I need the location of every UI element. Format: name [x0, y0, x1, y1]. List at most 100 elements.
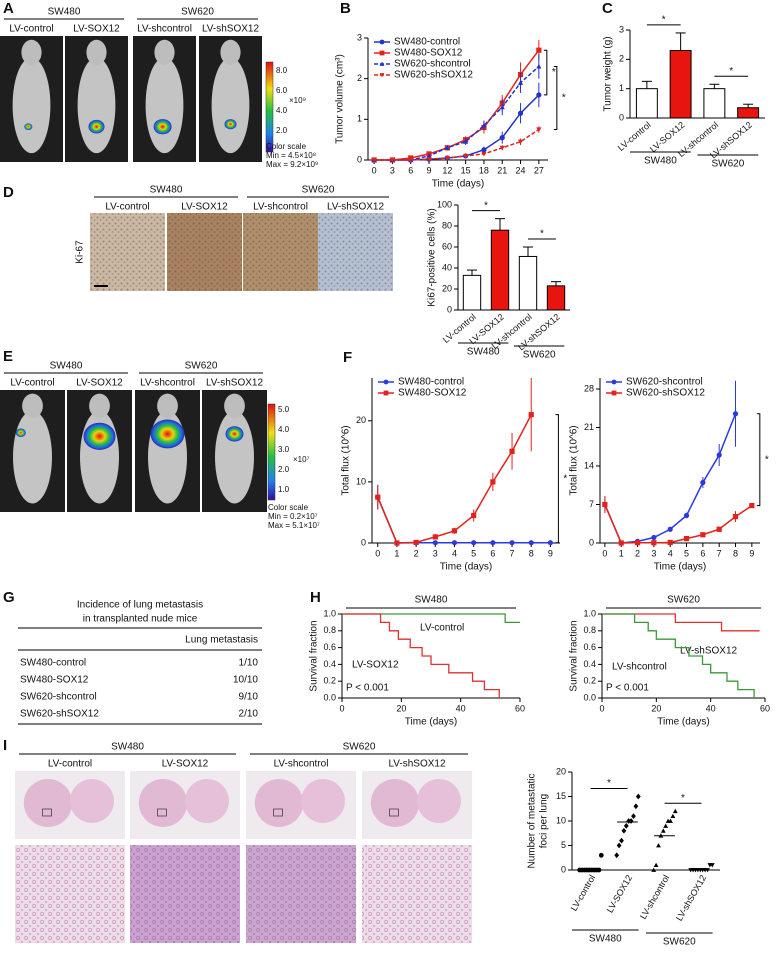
- table-header: Lung metastasis: [185, 635, 258, 646]
- legend-marker: [611, 379, 617, 385]
- data-point: [536, 127, 542, 133]
- bar: [635, 88, 658, 119]
- legend-marker: [383, 390, 389, 396]
- x-tick-label: 5: [684, 548, 689, 558]
- data-point: [635, 793, 641, 800]
- image-texture: [362, 845, 472, 943]
- x-tick-label: 3: [390, 165, 395, 175]
- series-line: [374, 49, 540, 161]
- data-point: [451, 528, 458, 534]
- legend-label: SW480-SOX12: [394, 48, 463, 59]
- data-point: [670, 813, 676, 819]
- data-point: [371, 157, 377, 163]
- y-tick-label: 0: [447, 304, 452, 314]
- data-point: [509, 540, 515, 546]
- significance-label: *: [484, 200, 488, 211]
- table-title: Incidence of lung metastasis: [77, 600, 203, 611]
- colorbar-tick-label: 2.0: [276, 126, 288, 135]
- significance-label: *: [765, 454, 769, 465]
- x-tick-label: 0: [375, 548, 380, 558]
- panel-label: C: [602, 0, 613, 17]
- x-tick-label: 7: [510, 548, 515, 558]
- data-point: [621, 827, 627, 834]
- colorbar-max: Max = 5.1×10⁷: [268, 521, 320, 530]
- lane-label: LV-control: [48, 759, 92, 770]
- lane-label: LV-control: [9, 24, 53, 35]
- y-tick-label: 10: [356, 476, 366, 486]
- data-point: [598, 852, 604, 858]
- y-tick-label: 28: [584, 383, 594, 393]
- data-point: [517, 110, 524, 116]
- series-line: [604, 504, 753, 544]
- annotation: P < 0.001: [606, 683, 649, 694]
- group-label: SW480: [50, 361, 83, 372]
- significance-label: *: [729, 66, 733, 77]
- lane-label: LV-shSOX12: [388, 759, 446, 770]
- y-axis-label: Survival fraction: [309, 620, 320, 691]
- bar: [518, 255, 538, 311]
- legend-marker: [379, 61, 385, 66]
- data-point: [408, 157, 414, 163]
- x-tick-label: 1: [619, 548, 624, 558]
- y-tick-label: 14: [584, 460, 594, 470]
- colorbar-exponent: ×10⁹: [289, 96, 306, 105]
- x-tick-label: 20: [396, 703, 406, 713]
- lane-label: LV-shSOX12: [206, 378, 264, 389]
- data-point: [651, 534, 657, 541]
- data-point: [481, 147, 487, 153]
- y-tick-label: 20: [356, 415, 366, 425]
- data-point: [716, 452, 722, 458]
- data-point: [732, 411, 739, 417]
- legend-marker: [379, 50, 385, 56]
- x-tick-label: 4: [668, 548, 673, 558]
- y-axis-label: Total flux (10^6): [569, 425, 580, 495]
- lane-label: LV-shcontrol: [140, 378, 195, 389]
- panel-label: I: [3, 737, 7, 754]
- colorbar-max: Max = 9.2×10⁹: [266, 160, 318, 169]
- data-point: [700, 479, 706, 486]
- data-point: [517, 80, 524, 85]
- significance-label: *: [540, 229, 544, 240]
- data-point: [672, 808, 678, 814]
- y-tick-label: 0.2: [323, 676, 336, 686]
- data-point: [499, 145, 505, 151]
- x-tick-label: 3: [651, 548, 656, 558]
- data-point: [432, 540, 438, 546]
- table-cell: 2/10: [239, 709, 259, 720]
- legend-label: SW480-SOX12: [398, 388, 467, 399]
- significance-label: *: [662, 15, 666, 26]
- data-point: [481, 151, 487, 157]
- group-label: SW480: [467, 347, 500, 358]
- table-title: in transplanted nude mice: [83, 614, 198, 625]
- bar: [546, 285, 566, 311]
- image-signal: [88, 119, 105, 134]
- y-tick-label: 80: [442, 220, 452, 230]
- group-label: SW620: [343, 742, 376, 753]
- y-tick-label: 20: [556, 766, 566, 776]
- y-tick-label: 1.0: [323, 608, 336, 618]
- y-tick-label: 0.0: [583, 692, 596, 702]
- curve-label: LV-control: [420, 623, 464, 634]
- table-cell: 1/10: [239, 658, 259, 669]
- x-tick-label: LV-control: [616, 120, 653, 153]
- y-tick-label: 0: [361, 537, 366, 547]
- group-label: SW480: [48, 7, 81, 18]
- data-point: [656, 843, 661, 848]
- x-tick-label: 27: [534, 165, 544, 175]
- x-tick-label: 60: [760, 703, 770, 713]
- bar: [462, 274, 482, 311]
- series-line: [374, 128, 540, 161]
- x-tick-label: 8: [733, 548, 738, 558]
- table-cell: SW480-SOX12: [20, 675, 89, 686]
- x-tick-label: 60: [515, 703, 525, 713]
- group-label: SW480: [644, 156, 677, 167]
- x-tick-label: 15: [461, 165, 471, 175]
- legend-label: SW620-shcontrol: [394, 59, 471, 70]
- series-line: [377, 414, 532, 544]
- curve-label: LV-shcontrol: [612, 662, 667, 673]
- data-point: [490, 540, 496, 546]
- image-mouse: [157, 393, 178, 419]
- colorbar-min: Min = 4.5×10⁸: [266, 151, 316, 160]
- x-tick-label: LV-control: [569, 873, 598, 913]
